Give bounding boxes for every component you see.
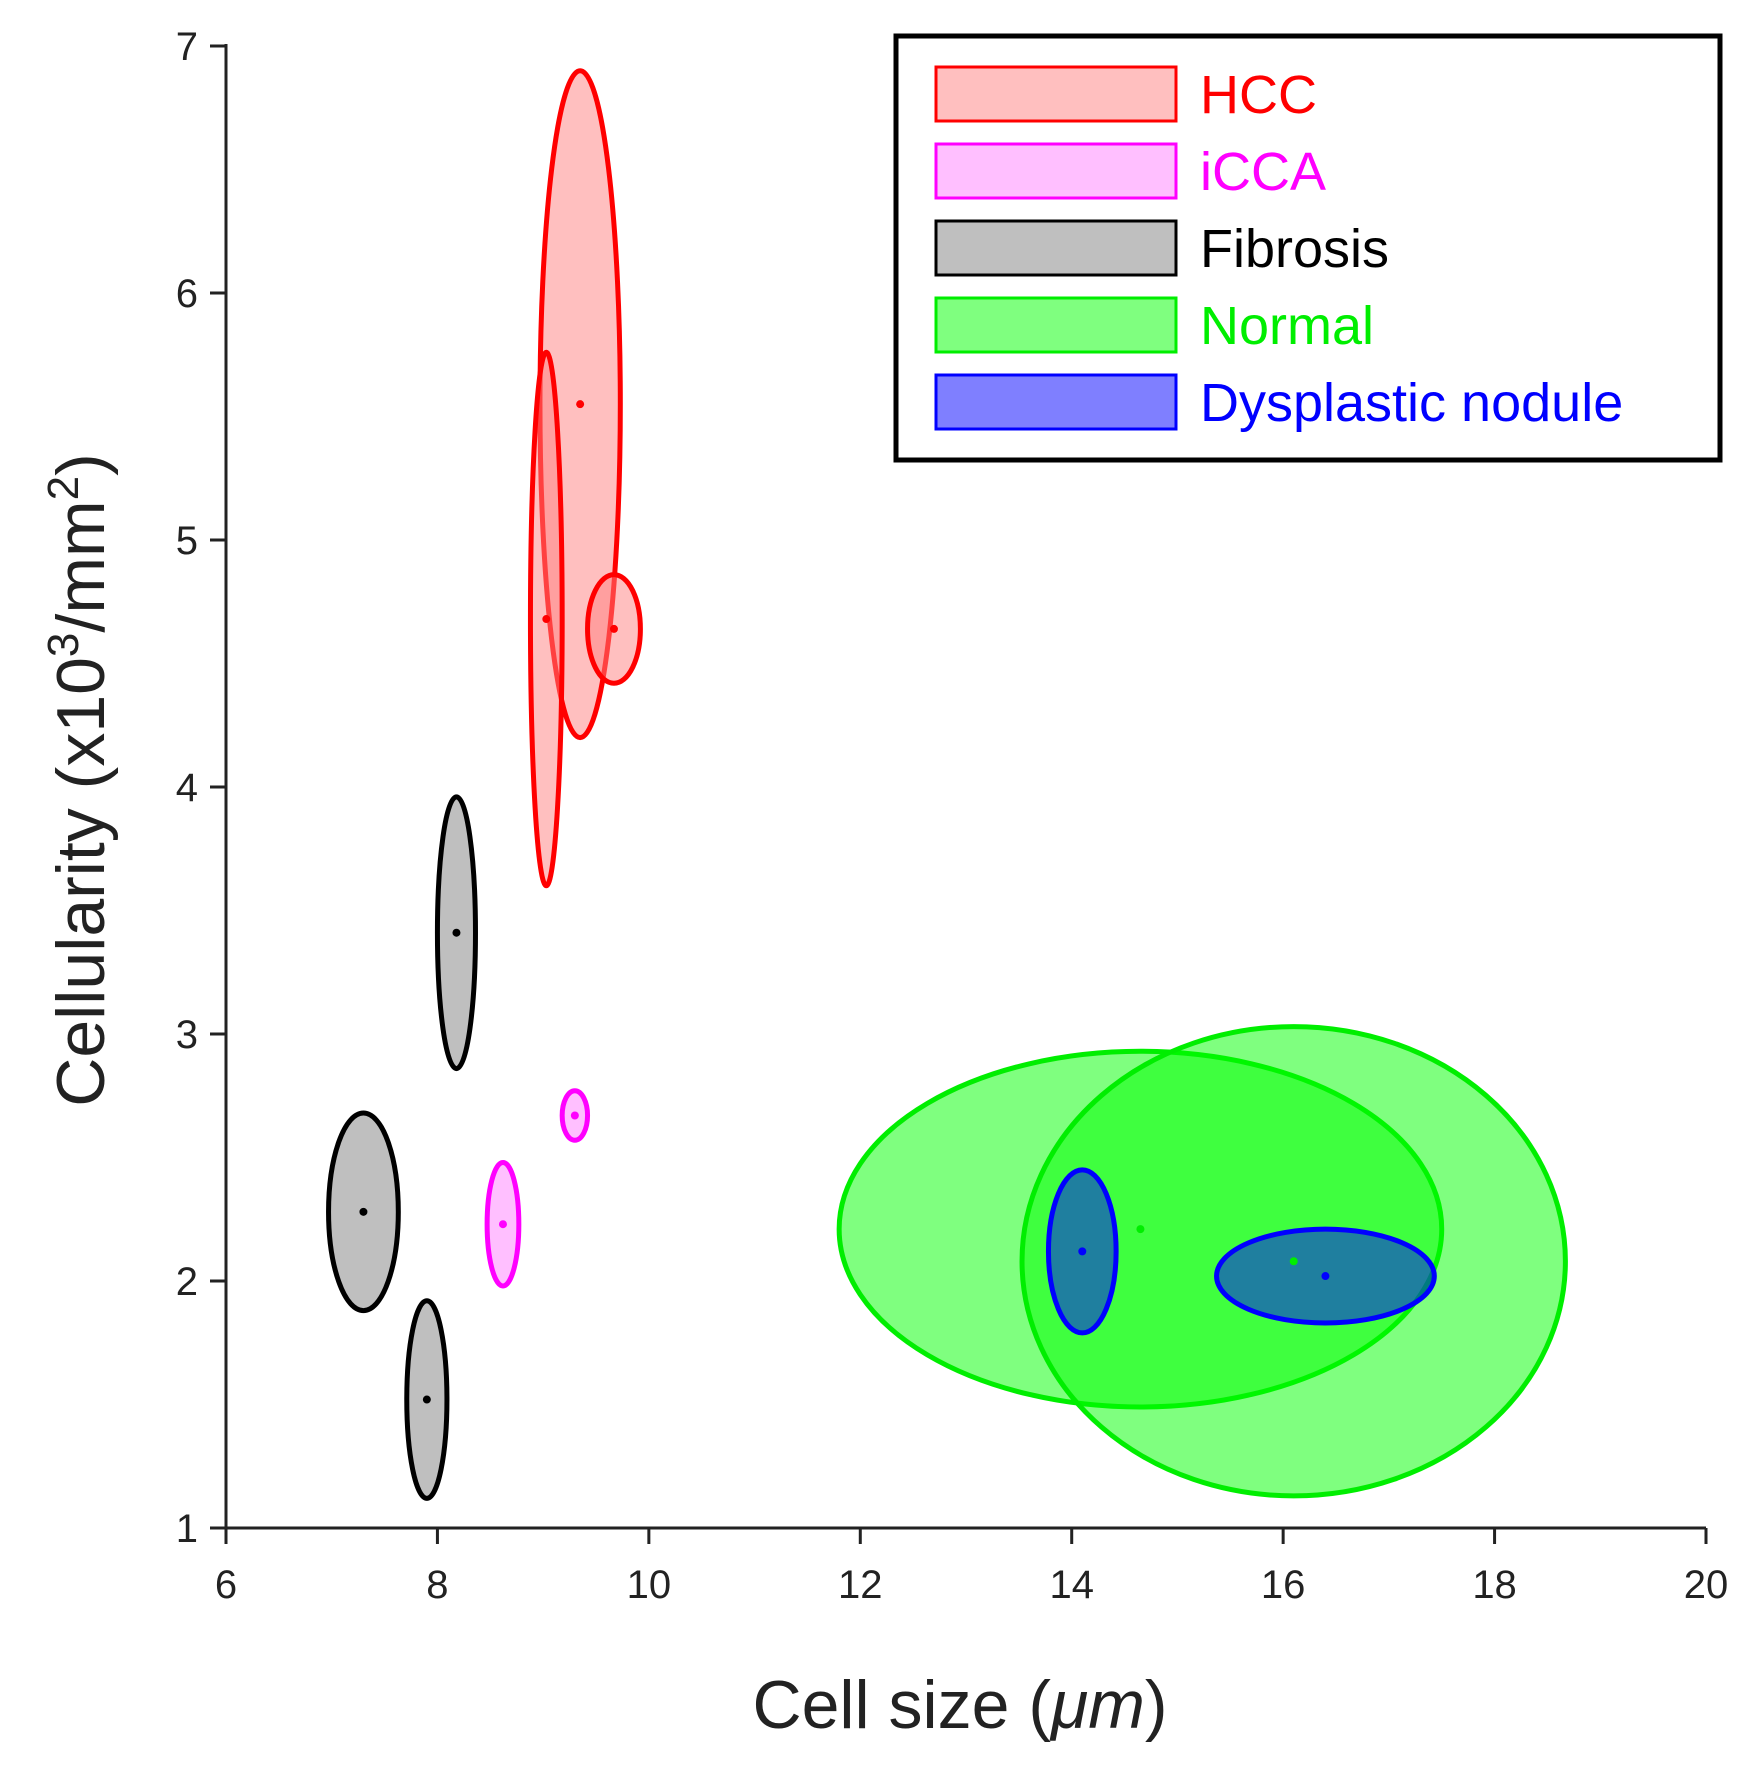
legend-swatch-normal	[934, 296, 1178, 354]
y-tick-label: 2	[176, 1260, 198, 1304]
legend-label-icca: iCCA	[1200, 142, 1326, 202]
x-tick-label: 6	[215, 1563, 237, 1607]
icca-center-point	[570, 1111, 579, 1120]
hcc-center-point	[542, 615, 551, 624]
dysplastic-nodule-center-point	[1078, 1247, 1087, 1256]
icca-center-point	[498, 1220, 507, 1229]
legend-label-normal: Normal	[1200, 296, 1374, 356]
fibrosis-center-point	[359, 1207, 368, 1216]
legend-label-fibrosis: Fibrosis	[1200, 219, 1389, 279]
x-tick-label: 16	[1261, 1563, 1306, 1607]
hcc-center-point	[609, 624, 618, 633]
x-tick-label: 14	[1049, 1563, 1094, 1607]
x-tick-label: 10	[627, 1563, 672, 1607]
y-tick-label: 4	[176, 766, 198, 810]
legend-swatch-hcc	[934, 65, 1178, 123]
normal-center-point	[1289, 1257, 1298, 1266]
y-axis-label-sup-1: 3	[39, 633, 88, 657]
y-ticks: 1 2 3 4 5 6 7	[176, 25, 226, 1551]
y-tick-label: 1	[176, 1507, 198, 1551]
normal-center-point	[1136, 1225, 1145, 1234]
legend-swatch-dysplastic-nodule	[934, 373, 1178, 431]
legend: HCC iCCA Fibrosis Normal Dysplastic nodule	[893, 33, 1723, 463]
y-tick-label: 3	[176, 1013, 198, 1057]
legend-label-dysplastic-nodule: Dysplastic nodule	[1200, 373, 1623, 433]
y-axis-label: Cellularity (x103/mm2)	[39, 453, 119, 1107]
x-tick-label: 18	[1472, 1563, 1517, 1607]
x-tick-label: 12	[838, 1563, 883, 1607]
y-tick-label: 7	[176, 25, 198, 69]
y-axis-label-sup-2: 2	[39, 476, 88, 500]
y-tick-label: 6	[176, 272, 198, 316]
plot-centers	[359, 400, 1330, 1404]
legend-swatch-fibrosis	[934, 219, 1178, 277]
legend-label-hcc: HCC	[1200, 65, 1317, 125]
fibrosis-center-point	[452, 928, 461, 937]
x-tick-label: 8	[426, 1563, 448, 1607]
hcc-center-point	[576, 400, 585, 409]
x-tick-label: 20	[1684, 1563, 1729, 1607]
fibrosis-center-point	[422, 1395, 431, 1404]
x-axis-label-unit: μm	[1049, 1667, 1145, 1743]
x-axis-label: Cell size (μm)	[752, 1667, 1167, 1743]
x-ticks: 6 8 10 12 14 16 18 20	[215, 1528, 1728, 1607]
legend-swatch-icca	[934, 142, 1178, 200]
legend-items: HCC iCCA Fibrosis Normal Dysplastic nodule	[934, 65, 1623, 433]
dysplastic-nodule-center-point	[1321, 1272, 1330, 1281]
y-tick-label: 5	[176, 519, 198, 563]
